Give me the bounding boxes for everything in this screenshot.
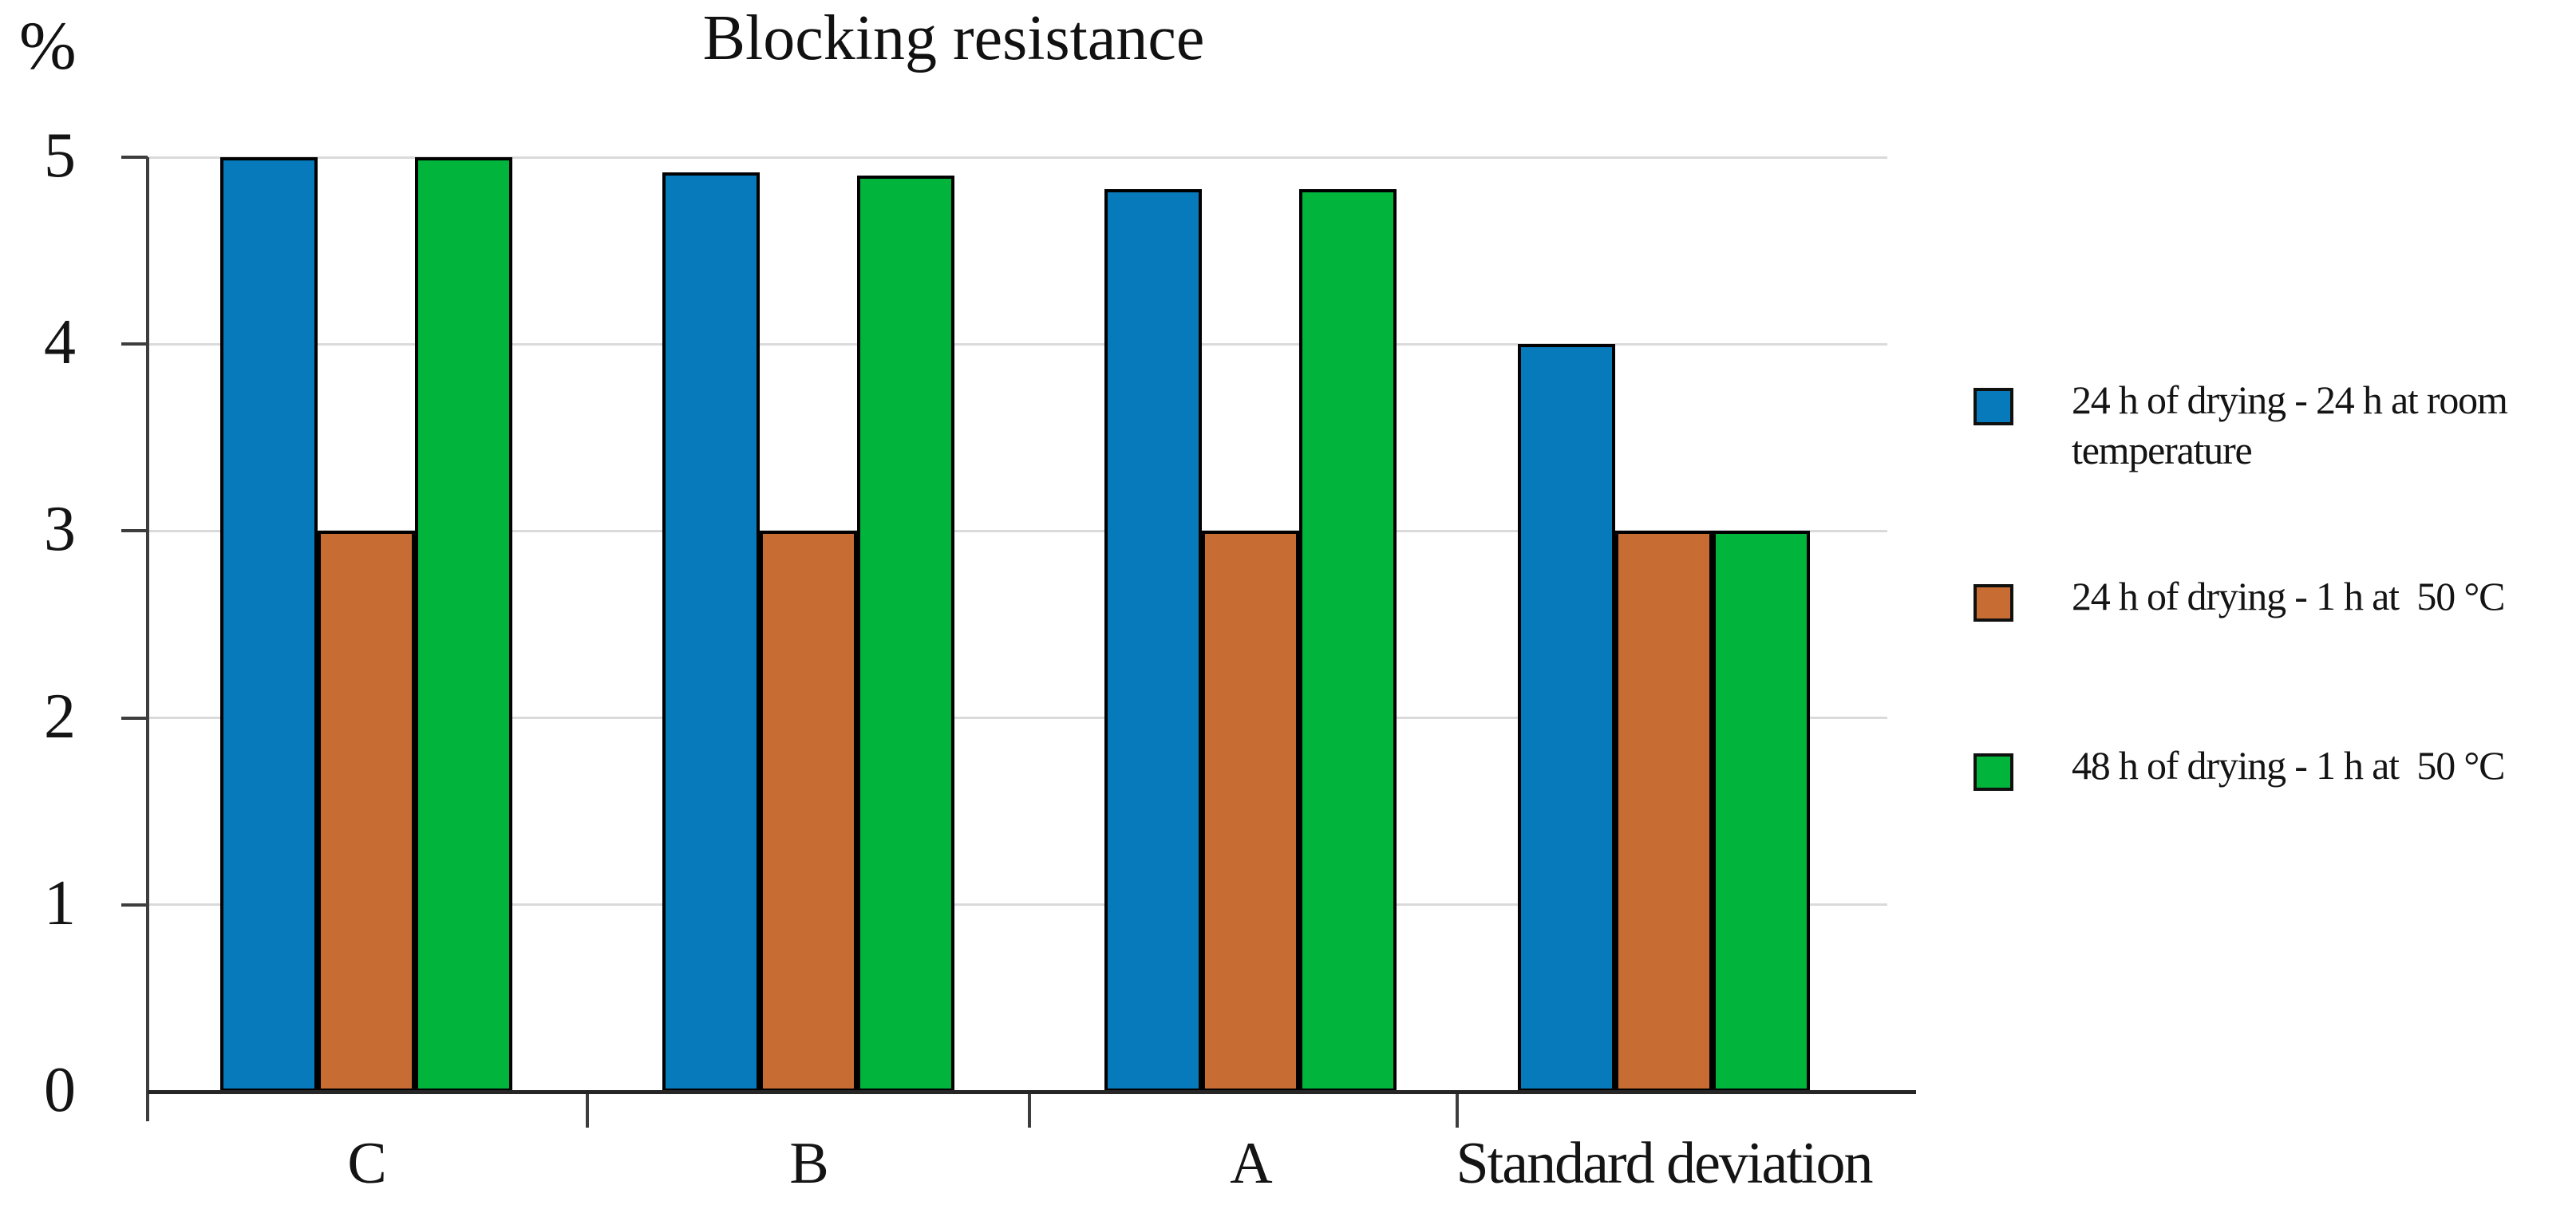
y-tick-label-2: 2 <box>44 681 76 752</box>
gridline-4 <box>148 342 1887 346</box>
y-tick-label-0: 0 <box>44 1055 76 1125</box>
y-tick-2 <box>121 716 148 720</box>
bar-b-series-0 <box>662 172 760 1092</box>
x-axis-label-c: C <box>347 1131 386 1196</box>
y-tick-3 <box>121 529 148 533</box>
x-axis-baseline <box>148 1090 1916 1094</box>
bar-a-series-1 <box>1202 531 1299 1092</box>
bar-standard-deviation-series-1 <box>1615 531 1713 1092</box>
legend-swatch-1 <box>1973 584 2013 622</box>
gridline-3 <box>148 529 1887 532</box>
legend-swatch-0 <box>1973 388 2013 425</box>
legend-label-2: 48 h of drying - 1 h at 50 °C <box>2072 743 2505 788</box>
x-axis-label-standard-deviation: Standard deviation <box>1456 1131 1874 1196</box>
legend-item-0: 24 h of drying - 24 h at room temperatur… <box>1973 375 2570 476</box>
y-tick-label-3: 3 <box>44 494 76 565</box>
x-axis-tick-1 <box>1028 1094 1031 1128</box>
x-axis-tick-0 <box>586 1094 589 1128</box>
bar-b-series-2 <box>857 176 954 1092</box>
y-tick-label-4: 4 <box>44 307 76 378</box>
bar-a-series-0 <box>1104 188 1202 1092</box>
x-axis-tick-2 <box>1456 1094 1459 1128</box>
bar-b-series-1 <box>760 531 857 1092</box>
chart-title: Blocking resistance <box>702 3 1205 73</box>
bar-a-series-2 <box>1299 188 1397 1092</box>
gridline-5 <box>148 156 1887 159</box>
y-axis-line <box>146 157 149 1121</box>
bar-standard-deviation-series-2 <box>1713 531 1810 1092</box>
legend-item-1: 24 h of drying - 1 h at 50 °C <box>1973 571 2570 622</box>
bar-c-series-1 <box>318 531 415 1092</box>
x-axis-label-b: B <box>789 1131 828 1196</box>
y-tick-label-1: 1 <box>44 867 76 938</box>
y-tick-5 <box>121 156 148 159</box>
x-axis-label-a: A <box>1230 1131 1272 1196</box>
bar-standard-deviation-series-0 <box>1518 344 1615 1092</box>
bar-c-series-2 <box>415 157 512 1092</box>
bar-c-series-0 <box>220 157 318 1092</box>
legend-label-0: 24 h of drying - 24 h at room temperatur… <box>2072 377 2516 472</box>
legend-label-1: 24 h of drying - 1 h at 50 °C <box>2072 574 2505 618</box>
y-tick-1 <box>121 903 148 907</box>
gridline-2 <box>148 717 1887 720</box>
gridline-1 <box>148 903 1887 907</box>
y-tick-4 <box>121 342 148 346</box>
y-axis-unit-label: % <box>19 7 77 84</box>
legend-swatch-2 <box>1973 753 2013 791</box>
y-tick-label-5: 5 <box>44 121 76 191</box>
legend-item-2: 48 h of drying - 1 h at 50 °C <box>1973 741 2570 791</box>
